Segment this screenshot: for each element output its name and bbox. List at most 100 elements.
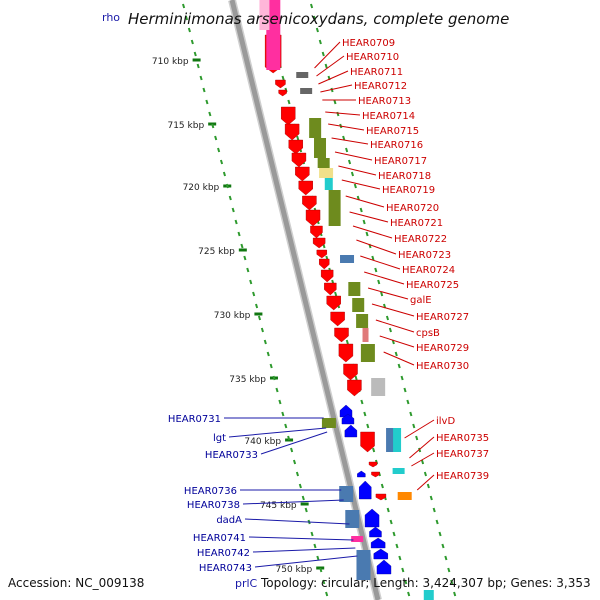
gene-label-hear0718[interactable]: HEAR0718 — [378, 171, 431, 182]
gene-label-hear0713[interactable]: HEAR0713 — [358, 96, 411, 107]
gene-label-prlc[interactable]: prlC — [235, 577, 258, 590]
forward-gene-arrow[interactable] — [334, 327, 349, 343]
gene-label-hear0725[interactable]: HEAR0725 — [406, 280, 459, 291]
forward-gene-arrow[interactable] — [312, 237, 326, 249]
forward-gene-arrow[interactable] — [316, 249, 328, 259]
gene-label-hear0731[interactable]: HEAR0731 — [168, 414, 221, 425]
forward-gene-arrow[interactable] — [288, 139, 303, 155]
forward-gene-arrow[interactable] — [324, 282, 337, 296]
ruler-guide-dot — [252, 291, 256, 297]
forward-gene-arrow[interactable] — [360, 431, 375, 453]
forward-gene-arrow[interactable] — [338, 343, 354, 363]
gene-label-hear0730[interactable]: HEAR0730 — [416, 361, 469, 372]
gene-label-hear0724[interactable]: HEAR0724 — [402, 265, 455, 276]
gene-label-hear0721[interactable]: HEAR0721 — [390, 218, 443, 229]
reverse-gene-arrow[interactable] — [339, 404, 353, 418]
gene-label-hear0736[interactable]: HEAR0736 — [184, 486, 237, 497]
gene-label-hear0719[interactable]: HEAR0719 — [382, 185, 435, 196]
cog-block — [356, 314, 369, 328]
track-guide-dot — [318, 39, 322, 45]
ruler-label: 725 kbp — [198, 247, 235, 257]
reverse-gene-arrow[interactable] — [341, 413, 355, 425]
reverse-gene-arrow[interactable] — [344, 424, 358, 438]
label-leader-line — [334, 151, 373, 161]
reverse-gene-arrow[interactable] — [369, 526, 382, 538]
gene-label-hear0727[interactable]: HEAR0727 — [416, 312, 469, 323]
track-guide-dot — [324, 63, 328, 69]
track-guide-dot — [380, 483, 384, 489]
gene-label-cpsb[interactable]: cpsB — [416, 328, 440, 339]
track-guide-dot — [362, 219, 366, 225]
cog-block — [321, 418, 336, 428]
gene-label-hear0714[interactable]: HEAR0714 — [362, 111, 415, 122]
ruler-guide-dot — [290, 447, 294, 453]
forward-gene-arrow[interactable] — [281, 106, 296, 126]
gene-label-ilvd[interactable]: ilvD — [436, 416, 455, 427]
gene-label-hear0712[interactable]: HEAR0712 — [354, 81, 407, 92]
reverse-gene-arrow[interactable] — [357, 470, 366, 478]
track-guide-dot — [315, 27, 319, 33]
gene-label-hear0741[interactable]: HEAR0741 — [193, 533, 246, 544]
gene-label-hear0720[interactable]: HEAR0720 — [386, 203, 439, 214]
accession-text: Accession: NC_009138 — [8, 576, 145, 590]
forward-gene-arrow[interactable] — [278, 89, 287, 97]
ruler-guide-dot — [196, 63, 200, 69]
ruler-guide-dot — [295, 471, 300, 477]
ruler-guide-dot — [257, 315, 262, 321]
gene-label-hear0717[interactable]: HEAR0717 — [374, 156, 427, 167]
forward-gene-arrow[interactable] — [284, 123, 300, 141]
gene-label-hear0722[interactable]: HEAR0722 — [394, 234, 447, 245]
forward-gene-arrow[interactable] — [310, 225, 323, 239]
reverse-gene-arrow[interactable] — [376, 559, 392, 575]
track-guide-dot — [360, 399, 364, 405]
gene-label-lgt[interactable]: lgt — [213, 433, 226, 444]
gene-label-hear0737[interactable]: HEAR0737 — [436, 449, 489, 460]
reverse-gene-arrow[interactable] — [364, 508, 380, 528]
forward-gene-arrow[interactable] — [343, 363, 358, 381]
gene-label-hear0711[interactable]: HEAR0711 — [350, 67, 403, 78]
gene-label-gale[interactable]: galE — [410, 295, 432, 306]
track-guide-dot — [395, 543, 399, 549]
forward-gene-arrow[interactable] — [305, 209, 321, 227]
forward-gene-arrow[interactable] — [320, 269, 334, 283]
forward-gene-arrow[interactable] — [368, 461, 378, 468]
feature-layer — [259, 0, 434, 600]
gene-label-hear0729[interactable]: HEAR0729 — [416, 343, 469, 354]
gene-label-hear0723[interactable]: HEAR0723 — [398, 250, 451, 261]
gene-label-hear0710[interactable]: HEAR0710 — [346, 52, 399, 63]
reverse-gene-arrow[interactable] — [373, 548, 389, 560]
forward-gene-arrow[interactable] — [295, 166, 310, 182]
ruler-label: 715 kbp — [167, 121, 204, 131]
forward-gene-arrow[interactable] — [371, 471, 380, 478]
ruler-guide-dot — [281, 411, 285, 417]
gene-label-hear0715[interactable]: HEAR0715 — [366, 126, 419, 137]
track-guide-dot — [426, 483, 430, 489]
ruler-guide-dot — [325, 591, 329, 597]
reverse-gene-arrow[interactable] — [359, 480, 372, 500]
gene-label-hear0739[interactable]: HEAR0739 — [436, 471, 489, 482]
gene-label-hear0738[interactable]: HEAR0738 — [187, 500, 240, 511]
forward-gene-arrow[interactable] — [319, 258, 330, 270]
gene-label-hear0716[interactable]: HEAR0716 — [370, 140, 423, 151]
forward-gene-arrow[interactable] — [330, 311, 345, 327]
reverse-gene-arrow[interactable] — [370, 537, 386, 549]
cog-block — [259, 0, 270, 30]
cog-block — [319, 168, 334, 178]
gene-label-hear0733[interactable]: HEAR0733 — [205, 450, 258, 461]
forward-gene-arrow[interactable] — [291, 152, 307, 168]
label-leader-line — [338, 165, 377, 176]
gene-label-hear0742[interactable]: HEAR0742 — [197, 548, 250, 559]
gene-label-hear0709[interactable]: HEAR0709 — [342, 38, 395, 49]
gene-label-dada[interactable]: dadA — [216, 515, 242, 526]
forward-gene-arrow[interactable] — [298, 180, 313, 196]
forward-gene-arrow[interactable] — [302, 195, 317, 211]
forward-gene-arrow[interactable] — [326, 295, 341, 311]
cog-block — [328, 190, 341, 226]
gene-label-hear0735[interactable]: HEAR0735 — [436, 433, 489, 444]
forward-gene-arrow[interactable] — [375, 493, 387, 501]
ruler-guide-dot — [319, 567, 323, 573]
gene-label-rho[interactable]: rho — [102, 11, 121, 24]
forward-gene-arrow[interactable] — [275, 79, 286, 89]
forward-gene-arrow[interactable] — [347, 379, 362, 397]
gene-label-hear0743[interactable]: HEAR0743 — [199, 563, 252, 574]
